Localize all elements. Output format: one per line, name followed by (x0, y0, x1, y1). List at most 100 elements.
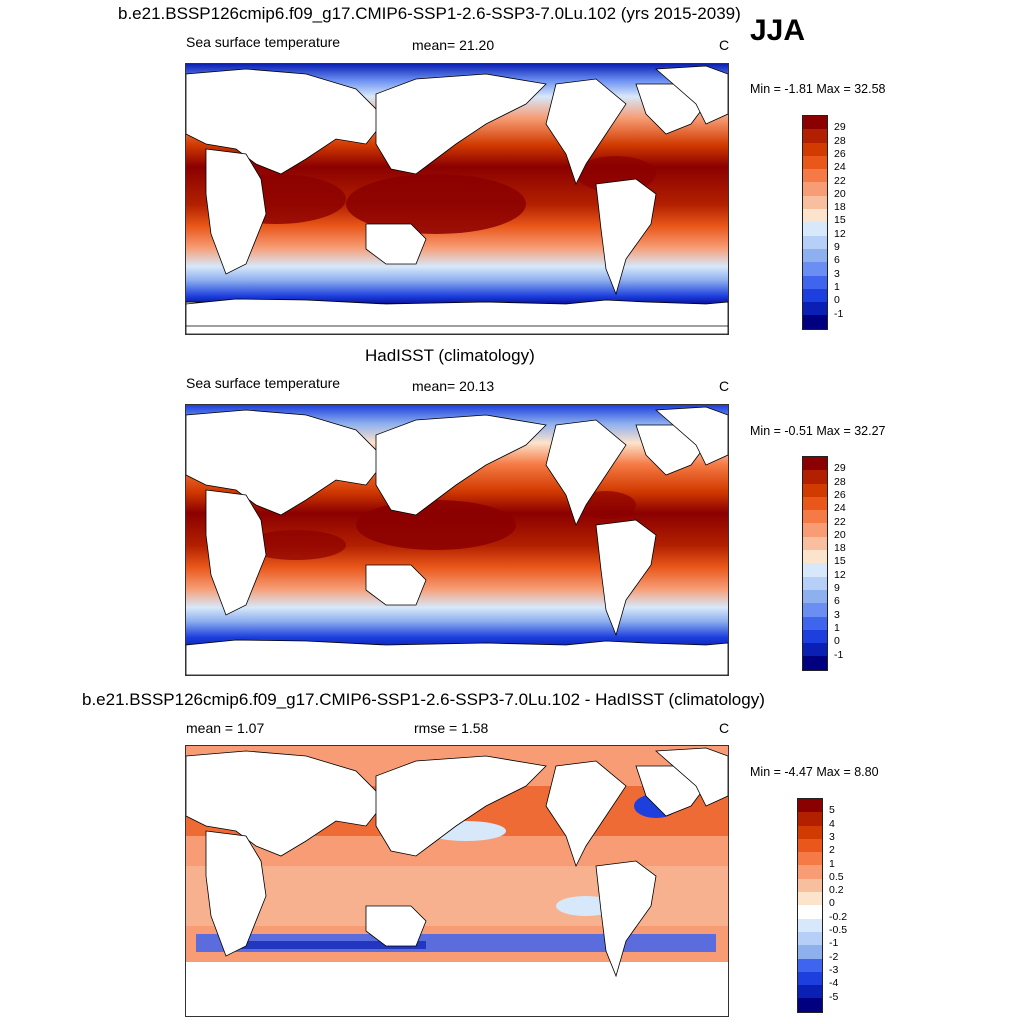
colorbar-tick-label: 15 (834, 214, 846, 227)
colorbar-swatch (803, 470, 827, 484)
panel-3-title: b.e21.BSSP126cmip6.f09_g17.CMIP6-SSP1-2.… (82, 690, 765, 709)
colorbar-swatch (803, 643, 827, 657)
colorbar-tick-label: 9 (834, 241, 840, 253)
colorbar-swatch (798, 931, 822, 946)
colorbar-tick-label: 0.2 (829, 884, 844, 897)
colorbar-swatch (803, 182, 827, 196)
colorbar-tick-label: 18 (834, 201, 846, 214)
colorbar-swatch (803, 656, 827, 670)
colorbar-swatch (803, 116, 827, 130)
panel-1-minmax: Min = -1.81 Max = 32.58 (750, 82, 886, 96)
colorbar-tick-label: 9 (834, 582, 840, 594)
colorbar-tick-label: -1 (834, 648, 844, 661)
colorbar-swatch (803, 616, 827, 630)
panel-3-colorbar (797, 798, 823, 1013)
colorbar-tick-label: 3 (834, 608, 840, 621)
panel-2-title: HadISST (climatology) (365, 346, 535, 365)
colorbar-swatch (803, 195, 827, 210)
colorbar-swatch (803, 262, 827, 276)
panel-1-mean: mean= 21.20 (412, 37, 495, 53)
panel-3-difference-field (186, 746, 728, 1016)
colorbar-tick-label: 0 (829, 897, 835, 910)
colorbar-tick-label: 24 (834, 161, 846, 174)
season-label: JJA (750, 14, 806, 47)
colorbar-tick-label: 20 (834, 528, 846, 541)
colorbar-swatch (803, 536, 827, 551)
panel-3-map (185, 745, 729, 1017)
colorbar-tick-label: 22 (834, 174, 846, 187)
colorbar-swatch (798, 958, 822, 972)
colorbar-tick-label: 12 (834, 568, 846, 581)
colorbar-swatch (798, 799, 822, 813)
colorbar-tick-label: 1 (834, 280, 840, 293)
colorbar-swatch (803, 563, 827, 577)
colorbar-tick-label: 24 (834, 502, 846, 515)
colorbar-swatch (798, 971, 822, 986)
colorbar-tick-label: -1 (834, 307, 844, 320)
colorbar-tick-label: 26 (834, 147, 846, 160)
panel-2-minmax: Min = -0.51 Max = 32.27 (750, 424, 886, 438)
colorbar-swatch (798, 892, 822, 906)
colorbar-swatch (798, 865, 822, 879)
colorbar-tick-label: 28 (834, 134, 846, 147)
colorbar-tick-label: 18 (834, 542, 846, 555)
colorbar-swatch (803, 483, 827, 497)
panel-2-colorbar (802, 456, 828, 671)
colorbar-tick-label: 29 (834, 121, 846, 134)
colorbar-tick-label: 2 (829, 844, 835, 857)
colorbar-swatch (803, 209, 827, 223)
panel-3-minmax: Min = -4.47 Max = 8.80 (750, 765, 879, 779)
colorbar-swatch (798, 945, 822, 959)
colorbar-swatch (803, 603, 827, 617)
colorbar-tick-label: 4 (829, 817, 835, 830)
colorbar-tick-label: 3 (829, 830, 835, 843)
colorbar-swatch (803, 550, 827, 564)
colorbar-swatch (803, 248, 827, 263)
colorbar-tick-label: -5 (829, 990, 839, 1003)
colorbar-tick-label: 0 (834, 294, 840, 307)
colorbar-swatch (803, 155, 827, 170)
panel-1-sst-field (186, 64, 728, 334)
panel-1-title: b.e21.BSSP126cmip6.f09_g17.CMIP6-SSP1-2.… (118, 4, 741, 23)
colorbar-tick-label: 20 (834, 187, 846, 200)
colorbar-swatch (803, 142, 827, 156)
panel-3-mean: mean = 1.07 (186, 720, 265, 736)
colorbar-tick-label: 0.5 (829, 870, 844, 883)
panel-2-sst-field (186, 405, 728, 675)
colorbar-swatch (803, 315, 827, 329)
colorbar-swatch (798, 838, 822, 853)
panel-2-map (185, 404, 729, 676)
panel-3-units: C (719, 720, 730, 736)
colorbar-tick-label: -4 (829, 977, 839, 990)
colorbar-tick-label: 22 (834, 515, 846, 528)
colorbar-swatch (803, 589, 827, 604)
colorbar-tick-label: 1 (834, 621, 840, 634)
colorbar-swatch (803, 169, 827, 183)
colorbar-tick-label: 3 (834, 267, 840, 280)
colorbar-swatch (803, 457, 827, 471)
colorbar-tick-label: 0 (834, 635, 840, 648)
colorbar-tick-label: 6 (834, 595, 840, 608)
colorbar-swatch (803, 523, 827, 537)
colorbar-swatch (798, 852, 822, 866)
panel-1-units: C (719, 37, 730, 53)
colorbar-tick-label: -0.2 (829, 910, 848, 923)
colorbar-swatch (798, 905, 822, 919)
panel-2-field-label: Sea surface temperature (186, 375, 341, 391)
colorbar-swatch (798, 985, 822, 999)
colorbar-tick-label: 15 (834, 555, 846, 568)
colorbar-swatch (798, 812, 822, 826)
colorbar-swatch (803, 302, 827, 316)
colorbar-tick-label: 5 (829, 804, 835, 817)
colorbar-swatch (803, 629, 827, 644)
panel-3-rmse: rmse = 1.58 (414, 720, 489, 736)
colorbar-tick-label: 1 (829, 857, 835, 870)
colorbar-swatch (803, 275, 827, 289)
panel-1-field-label: Sea surface temperature (186, 34, 341, 50)
colorbar-swatch (803, 576, 827, 590)
colorbar-tick-label: -3 (829, 963, 839, 976)
colorbar-swatch (803, 129, 827, 143)
colorbar-swatch (798, 878, 822, 893)
colorbar-tick-label: -0.5 (829, 924, 848, 936)
colorbar-swatch (803, 510, 827, 524)
